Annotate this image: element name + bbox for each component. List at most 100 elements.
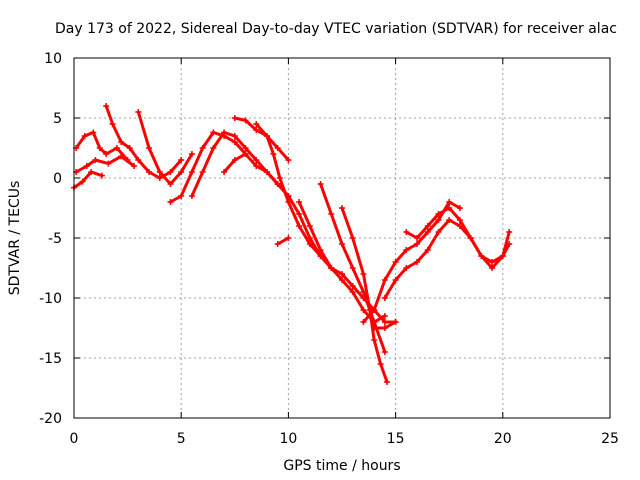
series-10 (253, 121, 399, 325)
data-point (392, 277, 399, 283)
data-point (156, 169, 163, 175)
series-line (136, 110, 194, 186)
grid (74, 58, 610, 418)
data-point (188, 169, 195, 175)
data-point (296, 211, 303, 217)
data-point (135, 157, 142, 163)
data-point (377, 361, 384, 367)
data-point (113, 145, 120, 151)
data-point (253, 163, 260, 169)
y-tick-label: -20 (39, 411, 62, 427)
series-6 (167, 129, 249, 205)
data-point (467, 235, 474, 241)
data-point (103, 103, 110, 109)
data-point (414, 235, 421, 241)
data-point (371, 307, 378, 313)
data-point (349, 265, 356, 271)
data-point (242, 117, 249, 124)
data-point (403, 229, 410, 235)
series-17 (403, 205, 513, 271)
data-point (414, 241, 421, 247)
series-line (254, 122, 398, 324)
data-point (274, 181, 281, 187)
x-tick-label: 15 (387, 431, 405, 447)
y-tick-label: 0 (53, 171, 62, 187)
data-point (285, 235, 292, 241)
data-point (349, 289, 356, 295)
data-point (435, 217, 442, 223)
series-line (276, 236, 290, 246)
data-point (231, 133, 238, 139)
data-point (231, 115, 238, 121)
data-point (285, 157, 292, 163)
data-point (109, 121, 116, 127)
data-point (489, 265, 496, 271)
chart-title: Day 173 of 2022, Sidereal Day-to-day VTE… (55, 21, 617, 37)
data-point (446, 205, 453, 211)
data-point (456, 205, 463, 211)
data-point (349, 283, 356, 289)
data-point (285, 199, 292, 205)
data-point (446, 199, 453, 205)
data-point (392, 319, 399, 325)
y-tick-label: -10 (39, 291, 62, 307)
data-point (296, 223, 303, 229)
data-point (489, 259, 496, 265)
series-5 (135, 109, 195, 187)
y-axis-label: SDTVAR / TECUs (7, 181, 23, 296)
data-point (499, 253, 506, 259)
data-point (328, 211, 335, 217)
data-point (381, 277, 388, 283)
data-point (349, 235, 356, 241)
series-line (104, 104, 183, 180)
data-series (71, 103, 513, 385)
data-point (231, 157, 238, 163)
x-tick-label: 20 (494, 431, 512, 447)
data-point (88, 169, 95, 175)
data-point (242, 145, 249, 151)
data-point (126, 145, 133, 151)
data-point (98, 172, 105, 179)
data-point (339, 277, 345, 283)
series-2 (73, 153, 138, 175)
data-point (221, 129, 228, 136)
data-point (328, 265, 335, 271)
data-point (83, 163, 90, 169)
data-point (210, 129, 217, 136)
series-line (297, 200, 387, 324)
data-point (167, 181, 174, 187)
data-point (381, 313, 388, 319)
data-point (263, 133, 270, 139)
x-tick-label: 10 (279, 431, 297, 447)
plot-frame (73, 57, 611, 419)
data-point (424, 229, 431, 235)
y-tick-label: -5 (48, 231, 62, 247)
data-point (146, 169, 153, 175)
data-point (178, 169, 185, 175)
data-point (178, 157, 185, 163)
series-15 (360, 199, 463, 325)
y-tick-label: -15 (39, 351, 62, 367)
data-point (274, 145, 281, 151)
data-point (105, 160, 112, 167)
data-point (360, 307, 367, 313)
data-point (270, 151, 277, 157)
data-point (118, 153, 125, 160)
data-point (178, 193, 185, 199)
data-point (199, 169, 206, 175)
data-point (167, 199, 174, 205)
series-line (168, 130, 248, 204)
x-tick-label: 5 (177, 431, 186, 447)
data-point (131, 163, 138, 169)
data-point (156, 175, 163, 181)
data-point (403, 265, 410, 271)
data-point (103, 151, 110, 157)
data-point (381, 349, 388, 355)
data-point (306, 223, 313, 229)
data-point (274, 241, 281, 247)
data-point (135, 109, 142, 115)
data-point (167, 169, 174, 175)
data-point (317, 181, 324, 187)
data-point (381, 295, 388, 301)
